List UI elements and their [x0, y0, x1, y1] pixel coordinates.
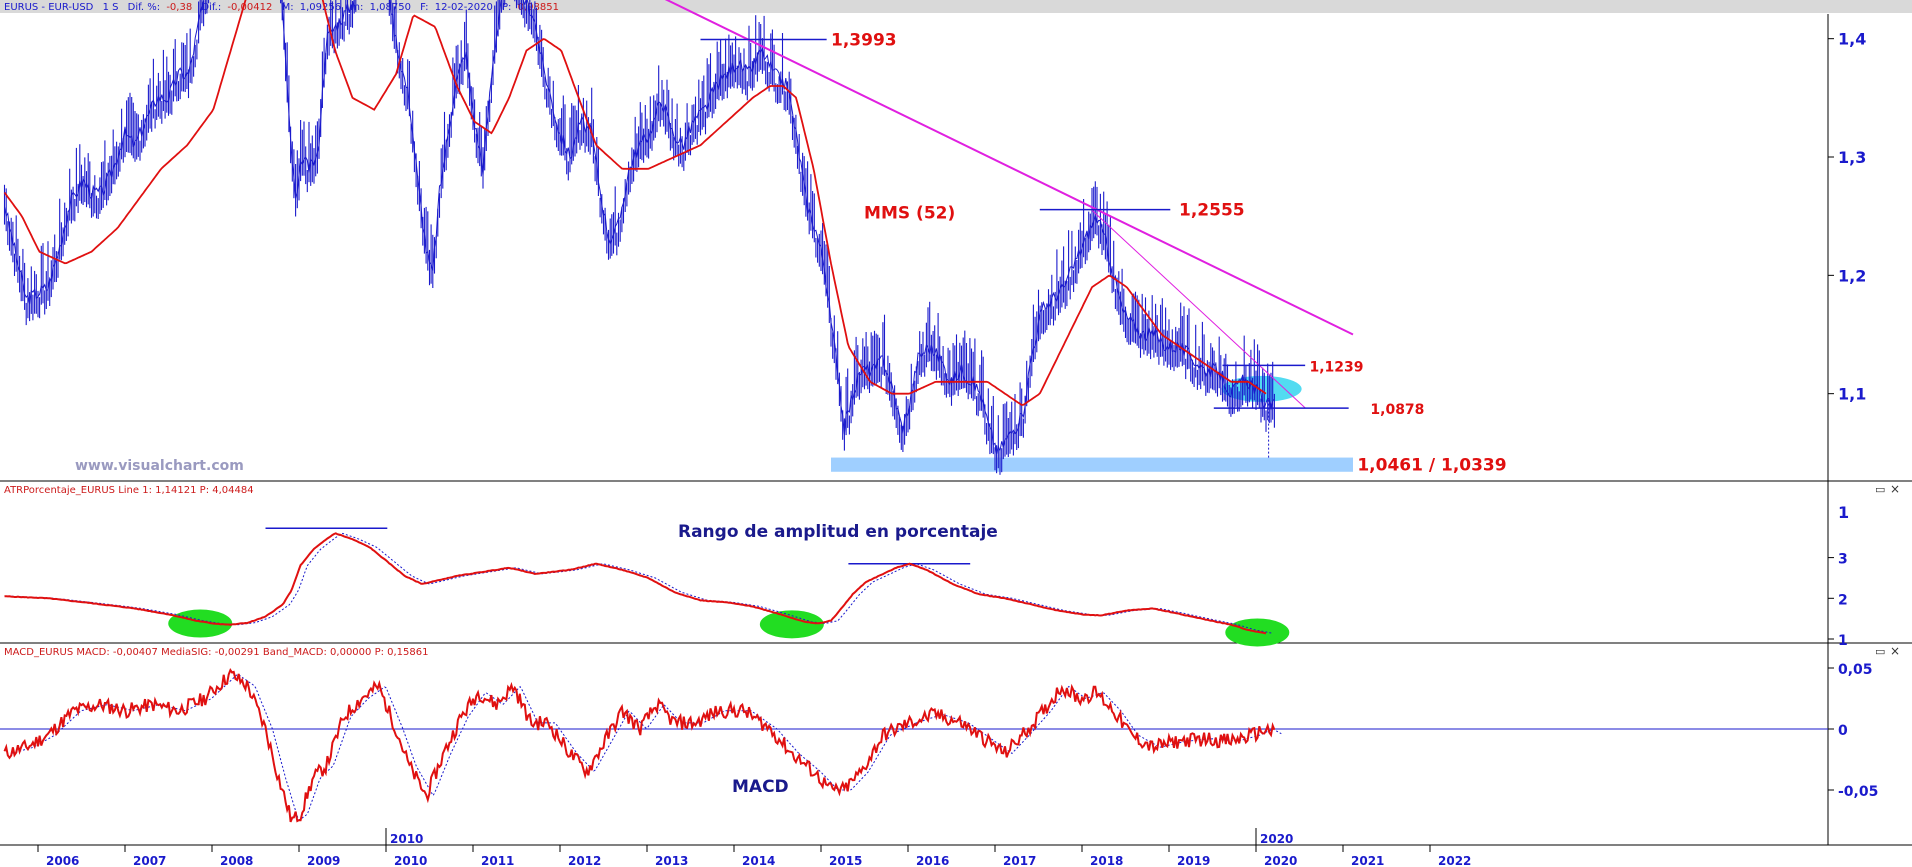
main-trendline — [664, 0, 1354, 336]
x-era-label: 2010 — [390, 832, 423, 846]
x-era-label: 2020 — [1260, 832, 1293, 846]
price-y-tick-label: 1 — [1838, 503, 1849, 522]
green-oval — [759, 610, 824, 639]
macd-y-tick-label: 0,05 — [1838, 662, 1873, 678]
atr-close-button[interactable]: × — [1890, 482, 1900, 496]
atr-subtitle: Rango de amplitud en porcentaje — [678, 522, 998, 542]
price-y-tick-label: 1,2 — [1838, 266, 1866, 285]
atr-line — [4, 532, 1267, 635]
x-tick-label: 2014 — [742, 854, 775, 867]
x-tick-label: 2011 — [481, 854, 514, 867]
macd-signal-line — [11, 673, 1282, 821]
macd-minimize-button[interactable]: ▭ — [1875, 645, 1885, 658]
x-tick-label: 2012 — [568, 854, 601, 867]
atr-y-tick-label: 2 — [1838, 592, 1848, 608]
macd-close-button[interactable]: × — [1890, 644, 1900, 658]
x-tick-label: 2013 — [655, 854, 688, 867]
level-label: 1,0461 / 1,0339 — [1357, 456, 1506, 476]
green-oval — [168, 609, 233, 638]
atr-y-tick-label: 1 — [1838, 633, 1848, 649]
header-readout: EURUS - EUR-USD 1 S Dif. %: -0,38 Dif.: … — [4, 2, 559, 13]
level-label: 1,1239 — [1310, 359, 1364, 375]
sma-52-line — [3, 0, 1267, 406]
level-label: 1,0878 — [1370, 402, 1424, 418]
x-tick-label: 2006 — [46, 854, 79, 867]
x-tick-label: 2020 — [1264, 854, 1297, 867]
atr-y-tick-label: 3 — [1838, 552, 1848, 568]
x-tick-label: 2016 — [916, 854, 949, 867]
price-y-tick-label: 1,3 — [1838, 148, 1866, 167]
secondary-trendline — [1091, 209, 1306, 409]
x-tick-label: 2019 — [1177, 854, 1210, 867]
sma-label: MMS (52) — [864, 204, 955, 224]
price-series-line — [4, 0, 1275, 455]
x-tick-label: 2009 — [307, 854, 340, 867]
macd-legend: MACD_EURUS MACD: -0,00407 MediaSIG: -0,0… — [4, 647, 429, 658]
x-tick-label: 2008 — [220, 854, 253, 867]
macd-subtitle: MACD — [732, 777, 789, 797]
atr-legend: ATRPorcentaje_EURUS Line 1: 1,14121 P: 4… — [4, 485, 254, 496]
level-label: 1,2555 — [1179, 201, 1245, 221]
support-zone — [831, 457, 1353, 472]
macd-y-tick-label: 0 — [1838, 723, 1848, 739]
watermark: www.visualchart.com — [75, 458, 244, 474]
x-tick-label: 2022 — [1438, 854, 1471, 867]
x-tick-label: 2017 — [1003, 854, 1036, 867]
x-tick-label: 2021 — [1351, 854, 1384, 867]
atr-minimize-button[interactable]: ▭ — [1875, 483, 1885, 496]
x-tick-label: 2015 — [829, 854, 862, 867]
price-y-tick-label: 1,4 — [1838, 30, 1866, 49]
level-label: 1,3993 — [831, 31, 897, 51]
x-tick-label: 2010 — [394, 854, 427, 867]
price-y-tick-label: 1,1 — [1838, 385, 1866, 404]
header-bar — [0, 0, 1912, 13]
x-tick-label: 2018 — [1090, 854, 1123, 867]
macd-line — [3, 667, 1276, 823]
x-tick-label: 2007 — [133, 854, 166, 867]
macd-y-tick-label: -0,05 — [1838, 784, 1878, 800]
